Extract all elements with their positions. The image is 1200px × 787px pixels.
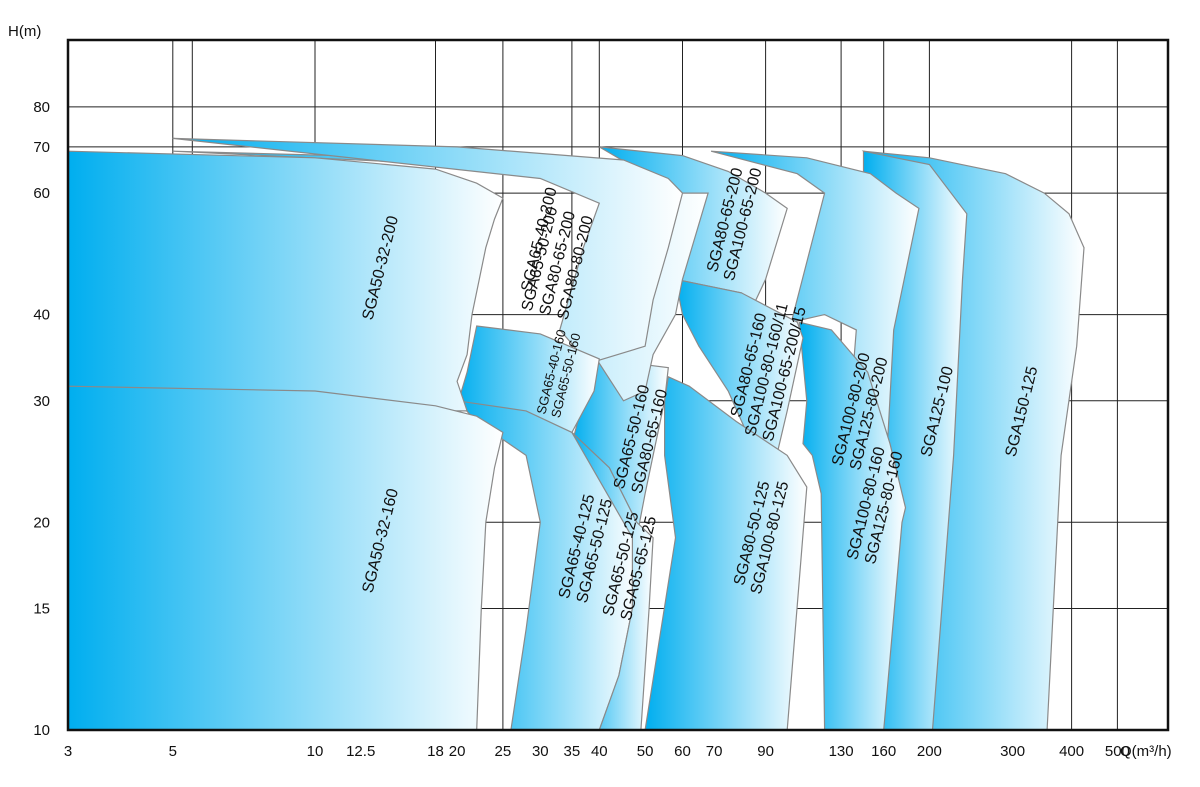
y-tick-80: 80: [33, 99, 50, 116]
x-tick-300: 300: [1000, 743, 1025, 760]
x-tick-3: 3: [64, 743, 72, 760]
y-tick-15: 15: [33, 601, 50, 618]
y-tick-70: 70: [33, 139, 50, 156]
x-tick-18: 18: [427, 743, 444, 760]
performance-regions: [67, 137, 1085, 731]
x-tick-12-5: 12.5: [346, 743, 375, 760]
x-tick-40: 40: [591, 743, 608, 760]
x-tick-10: 10: [307, 743, 324, 760]
x-tick-5: 5: [169, 743, 177, 760]
x-tick-160: 160: [871, 743, 896, 760]
region-sga50-32-200-13: [67, 150, 504, 412]
y-tick-60: 60: [33, 185, 50, 202]
x-tick-130: 130: [829, 743, 854, 760]
x-tick-35: 35: [564, 743, 581, 760]
x-tick-50: 50: [637, 743, 654, 760]
y-tick-30: 30: [33, 393, 50, 410]
x-tick-30: 30: [532, 743, 549, 760]
x-axis-title: Q(m³/h): [1120, 743, 1172, 760]
y-tick-10: 10: [33, 722, 50, 739]
x-tick-90: 90: [757, 743, 774, 760]
x-tick-20: 20: [449, 743, 466, 760]
x-tick-60: 60: [674, 743, 691, 760]
plot-frame: [66, 38, 1170, 732]
y-tick-40: 40: [33, 307, 50, 324]
axis-ticks: 3 5 10 12.5 18 20 25 30 35 40 50 60 70 90 130 160 200 300…: [33, 99, 1130, 760]
x-tick-500: 500: [1105, 743, 1130, 760]
region-sga50-32-160-14: [67, 385, 504, 731]
region-sga65-40-200-9: [172, 137, 684, 364]
x-tick-70: 70: [706, 743, 723, 760]
x-tick-400: 400: [1059, 743, 1084, 760]
x-tick-200: 200: [917, 743, 942, 760]
x-tick-25: 25: [495, 743, 512, 760]
y-tick-20: 20: [33, 514, 50, 531]
y-axis-title: H(m): [8, 23, 41, 40]
